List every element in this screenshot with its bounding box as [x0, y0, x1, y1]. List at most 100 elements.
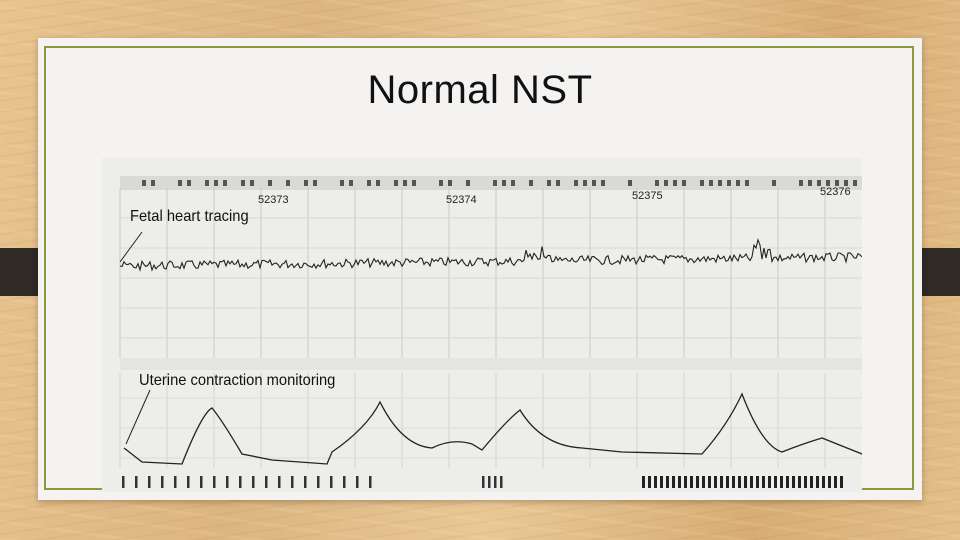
header-tick [592, 180, 596, 186]
event-mark [148, 476, 151, 488]
fhr-line [119, 237, 862, 272]
chart-number: 52373 [258, 194, 289, 206]
header-tick [151, 180, 155, 186]
header-tick [547, 180, 551, 186]
event-mark [738, 476, 741, 488]
header-tick [628, 180, 632, 186]
event-mark [708, 476, 711, 488]
header-band [120, 176, 862, 190]
event-mark [810, 476, 813, 488]
event-mark [720, 476, 723, 488]
header-tick [178, 180, 182, 186]
header-tick [412, 180, 416, 186]
header-tick [817, 180, 821, 186]
header-tick [304, 180, 308, 186]
event-mark [816, 476, 819, 488]
event-mark [291, 476, 294, 488]
fetal-heart-trace [119, 231, 862, 272]
event-mark [278, 476, 281, 488]
header-tick [718, 180, 722, 186]
panel-divider [120, 358, 862, 370]
event-mark [648, 476, 651, 488]
header-tick [349, 180, 353, 186]
header-tick [241, 180, 245, 186]
event-mark [786, 476, 789, 488]
header-tick [799, 180, 803, 186]
slide-title: Normal NST [367, 68, 593, 112]
event-mark [732, 476, 735, 488]
header-tick [340, 180, 344, 186]
uterine-contraction-label: Uterine contraction monitoring [139, 372, 336, 389]
header-tick [736, 180, 740, 186]
fhr-pointer [119, 231, 143, 263]
event-mark [750, 476, 753, 488]
event-mark [798, 476, 801, 488]
event-mark [265, 476, 268, 488]
event-mark [642, 476, 645, 488]
header-tick [493, 180, 497, 186]
chart-number: 52376 [820, 186, 851, 198]
event-mark [174, 476, 177, 488]
header-tick [511, 180, 515, 186]
uc-pointer [125, 389, 151, 445]
header-tick [466, 180, 470, 186]
event-mark [369, 476, 372, 488]
chart-number: 52375 [632, 190, 663, 202]
event-mark [726, 476, 729, 488]
tracing-graphic [119, 176, 862, 488]
event-mark [213, 476, 216, 488]
header-tick [502, 180, 506, 186]
header-tick [556, 180, 560, 186]
header-tick [214, 180, 218, 186]
event-mark [500, 476, 503, 488]
header-tick [664, 180, 668, 186]
event-mark [828, 476, 831, 488]
event-mark [762, 476, 765, 488]
event-mark [834, 476, 837, 488]
event-mark [768, 476, 771, 488]
event-mark [672, 476, 675, 488]
event-mark [690, 476, 693, 488]
event-mark [792, 476, 795, 488]
header-tick [844, 180, 848, 186]
event-mark [252, 476, 255, 488]
header-tick [376, 180, 380, 186]
event-mark [774, 476, 777, 488]
uc-line [123, 392, 862, 465]
header-tick [250, 180, 254, 186]
header-tick [826, 180, 830, 186]
event-mark [780, 476, 783, 488]
paper-grid [119, 176, 862, 468]
header-tick [205, 180, 209, 186]
nst-tracing-image [102, 158, 862, 492]
event-mark [304, 476, 307, 488]
event-mark [804, 476, 807, 488]
event-mark [660, 476, 663, 488]
header-tick [601, 180, 605, 186]
header-tick [439, 180, 443, 186]
header-tick [313, 180, 317, 186]
bottom-event-marks [122, 476, 843, 488]
header-tick [808, 180, 812, 186]
header-tick [574, 180, 578, 186]
header-tick [772, 180, 776, 186]
header-tick [367, 180, 371, 186]
header-tick [448, 180, 452, 186]
event-mark [666, 476, 669, 488]
chart-number: 52374 [446, 194, 477, 206]
event-mark [330, 476, 333, 488]
event-mark [678, 476, 681, 488]
event-mark [714, 476, 717, 488]
fetal-heart-label: Fetal heart tracing [130, 208, 249, 225]
header-tick [268, 180, 272, 186]
header-tick [529, 180, 533, 186]
uterine-contraction-trace [123, 389, 862, 465]
event-mark [702, 476, 705, 488]
event-mark [482, 476, 485, 488]
header-tick [655, 180, 659, 186]
event-mark [239, 476, 242, 488]
event-mark [161, 476, 164, 488]
header-tick [223, 180, 227, 186]
header-tick [709, 180, 713, 186]
header-tick [853, 180, 857, 186]
